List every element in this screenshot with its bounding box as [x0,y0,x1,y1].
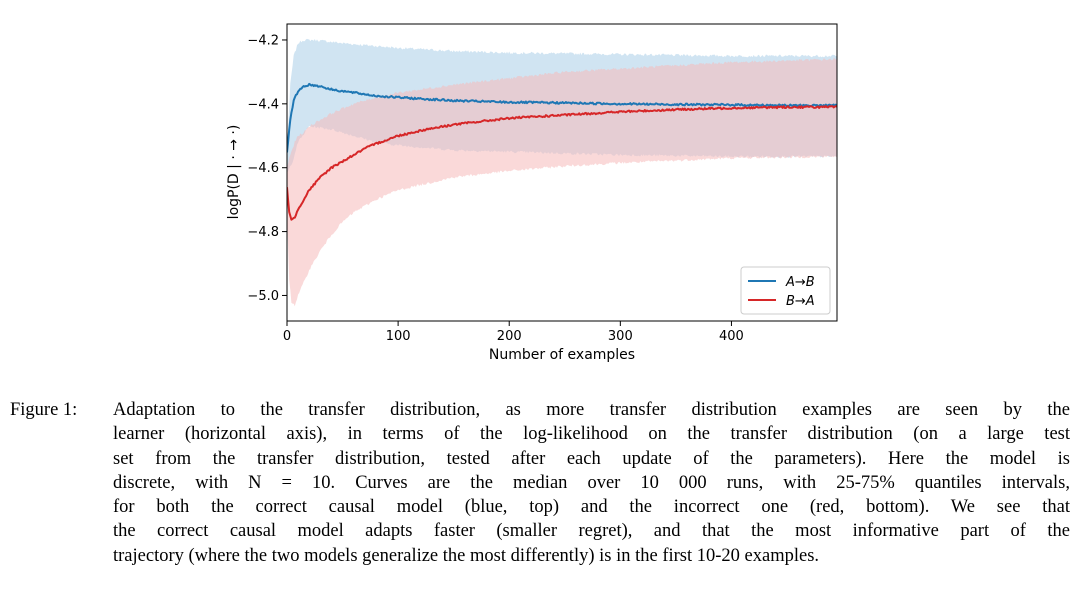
x-tick-label: 400 [719,329,744,344]
caption-line: for both the correct causal model (blue,… [113,497,1070,518]
caption-line: Adaptation to the transfer distribution,… [113,400,1070,420]
y-tick-label: −4.4 [247,97,279,112]
legend-label-b-to-a: B→A [786,294,815,309]
y-tick-label: −4.6 [247,161,279,176]
caption-label: Figure 1: [10,400,78,420]
x-axis-label: Number of examples [489,347,635,363]
y-tick-label: −4.8 [247,225,279,240]
median-line-b-to-a [287,105,837,221]
figure-chart: 0 100 200 300 400 −5.0 −4.8 −4.6 −4.4 −4.2 Numbe… [226,23,838,363]
caption-line: the correct causal model adapts faster (… [113,521,1070,542]
y-axis: −5.0 −4.8 −4.6 −4.4 −4.2 [247,33,287,304]
quantile-band-b-to-a [287,58,837,307]
x-axis: 0 100 200 300 400 [283,321,744,344]
plot-area [286,23,838,322]
caption-line: learner (horizontal axis), in terms of t… [113,424,1070,445]
y-axis-label: logP(D | · → ·) [226,125,242,220]
caption-line: discrete, with N = 10. Curves are the me… [113,472,1070,493]
x-tick-label: 0 [283,329,291,344]
y-tick-label: −4.2 [247,33,279,48]
x-tick-label: 300 [608,329,633,344]
x-tick-label: 100 [386,329,411,344]
caption-line: set from the transfer distribution, test… [113,448,1070,469]
legend-label-a-to-b: A→B [785,275,815,290]
median-line-a-to-b [287,82,837,153]
legend-box [740,266,831,315]
figure-caption: Figure 1: Adaptation to the transfer dis… [10,398,1070,568]
plot-frame [286,23,838,322]
x-tick-label: 200 [497,329,522,344]
legend: A→B B→A [740,266,831,315]
y-tick-label: −5.0 [247,289,279,304]
median-lines [287,82,837,221]
quantile-bands [287,38,837,307]
caption-body: Adaptation to the transfer distribution,… [113,398,1070,568]
caption-line: trajectory (where the two models general… [113,545,820,566]
